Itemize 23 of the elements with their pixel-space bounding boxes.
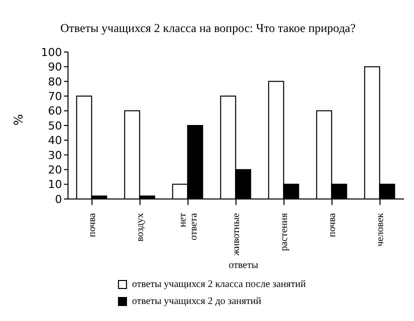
y-tick-label: 20 <box>48 164 62 177</box>
legend-label: ответы учащихся 2 до занятий <box>132 296 262 307</box>
x-tick-label: человек <box>375 212 386 246</box>
x-tick-label: почва <box>327 212 338 238</box>
y-axis-title: % <box>11 114 26 126</box>
x-tick-label: растения <box>279 212 290 251</box>
y-tick-label: 0 <box>55 192 62 206</box>
chart-title: Ответы учащихся 2 класса на вопрос: Что такое природа? <box>59 20 357 37</box>
y-tick-label: 80 <box>48 75 62 88</box>
y-tick-label: 30 <box>48 148 62 162</box>
x-axis-title: ответы <box>228 260 260 271</box>
y-tick-label: 50 <box>48 119 62 132</box>
x-tick-label: воздух <box>135 213 146 242</box>
y-tick-label: 90 <box>48 60 62 74</box>
y-tick-label: 10 <box>48 178 62 192</box>
y-tick-label: 60 <box>48 104 62 118</box>
x-tick-label: нет ответа <box>178 212 200 240</box>
y-tick-label: 40 <box>48 134 62 148</box>
x-tick-label: животные <box>231 212 242 257</box>
x-tick-label: почва <box>87 212 98 238</box>
y-tick-label: 70 <box>48 90 62 104</box>
y-tick-label: 100 <box>41 46 62 59</box>
legend-label: ответы учащихся 2 класса после занятий <box>132 279 306 290</box>
